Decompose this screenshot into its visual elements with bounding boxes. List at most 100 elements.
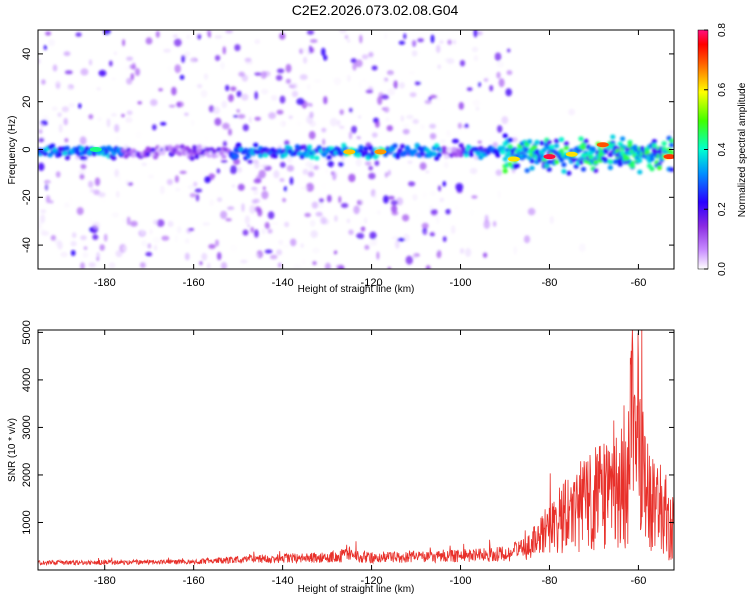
noise-cell [391,205,398,213]
noise-cell [117,172,122,182]
noise-cell [223,200,228,209]
noise-cell [190,58,196,67]
noise-cell [179,170,187,174]
noise-cell [174,64,181,74]
noise-cell [477,140,482,144]
colorbar-tick-label: 0.4 [717,142,728,156]
noise-cell [88,59,93,66]
noise-cell [320,216,327,225]
noise-cell [51,106,58,111]
x-tick-label: -60 [630,277,646,289]
noise-cell [41,79,46,85]
noise-cell [303,102,311,107]
noise-cell [286,155,293,164]
noise-cell [402,123,410,128]
noise-cell [153,245,158,251]
noise-cell [251,186,258,191]
noise-cell [306,30,315,35]
noise-cell [208,244,216,249]
snr-frame [37,329,675,571]
noise-cell [96,87,101,91]
band-cell [583,138,589,144]
noise-cell [184,131,189,135]
noise-cell [242,124,249,132]
noise-cell [202,222,210,226]
noise-cell [227,94,234,103]
band-cell [656,165,662,171]
noise-cell [322,138,326,146]
noise-cell [147,174,155,179]
noise-cell [475,106,480,111]
noise-cell [471,46,479,53]
band-cell [221,154,227,160]
noise-cell [409,92,417,98]
noise-cell [184,112,189,117]
noise-cell [421,222,429,229]
noise-cell [430,209,438,215]
noise-cell [413,212,420,219]
x-tick-label: -100 [450,277,472,289]
noise-cell [226,206,235,211]
band-cell [42,151,48,157]
heatmap-y-label: Frequency (Hz) [7,116,18,185]
noise-cell [237,114,246,119]
noise-cell [234,44,241,52]
noise-cell [447,39,452,45]
noise-cell [284,140,290,146]
noise-cell [308,131,316,140]
y-tick-label: -40 [21,237,33,253]
noise-cell [250,226,255,233]
band-cell [563,145,570,151]
noise-cell [203,37,210,42]
noise-cell [212,106,220,115]
band-cell [79,146,85,152]
noise-cell [153,219,159,225]
noise-cell [91,249,95,255]
band-cell [532,145,538,150]
band-cell [610,134,616,140]
x-tick-label: -120 [361,277,383,289]
noise-cell [78,103,82,109]
colorbar-tick-label: 0.6 [717,82,728,96]
noise-cell [498,78,505,88]
band-cell [624,156,631,162]
noise-cell [63,117,68,126]
noise-cell [346,39,351,43]
band-cell [651,143,658,149]
noise-cell [468,208,476,217]
noise-cell [364,244,370,250]
band-cell [549,144,555,150]
noise-cell [361,54,369,60]
noise-cell [454,205,459,211]
noise-cell [282,197,287,203]
noise-cell [247,224,251,228]
band-cell [580,166,587,172]
noise-cell [79,136,87,145]
band-cell [637,158,643,164]
noise-cell [301,258,307,266]
noise-cell [126,110,133,116]
noise-cell [338,196,342,204]
noise-cell [184,51,191,57]
noise-cell [393,80,398,89]
noise-cell [474,77,479,86]
band-cell [218,150,225,156]
band-cell [573,164,579,169]
noise-cell [300,243,304,249]
noise-cell [289,176,294,185]
noise-cell [434,97,442,101]
noise-cell [327,160,335,168]
noise-cell [276,109,284,115]
noise-cell [43,45,47,50]
noise-cell [175,187,181,192]
noise-cell [80,68,89,76]
noise-cell [267,228,273,234]
noise-cell [80,262,85,269]
noise-cell [140,228,145,236]
noise-cell [244,57,252,63]
y-tick-label: 4000 [21,368,33,392]
noise-cell [348,131,353,140]
band-cell [309,154,315,160]
noise-cell [189,193,197,198]
noise-cell [391,236,400,240]
